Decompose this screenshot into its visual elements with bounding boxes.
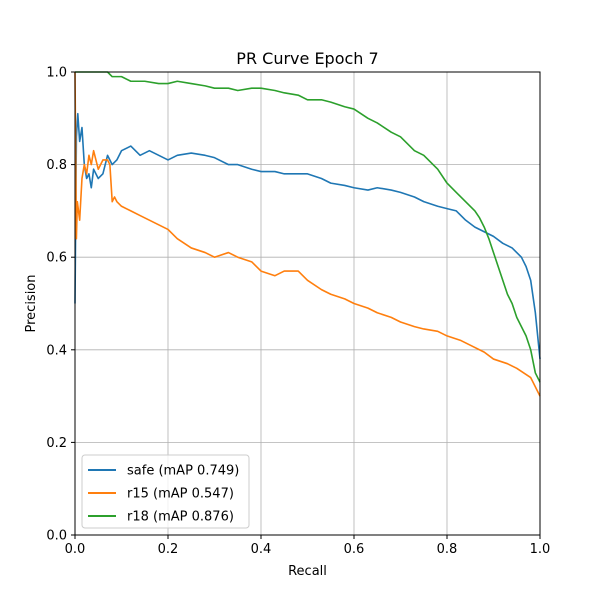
axes-frame xyxy=(74,71,541,536)
x-tick-label: 0.4 xyxy=(251,542,272,557)
y-tick-label: 0.4 xyxy=(46,343,67,358)
series-line-0 xyxy=(74,112,541,360)
chart-title: PR Curve Epoch 7 xyxy=(236,49,378,68)
x-tick-label: 1.0 xyxy=(530,542,551,557)
x-tick-label: 0.6 xyxy=(344,542,365,557)
y-tick-label: 0.2 xyxy=(46,436,67,451)
x-axis-label: Recall xyxy=(288,564,327,579)
y-tick-label: 0.6 xyxy=(46,251,67,266)
x-tick-label: 0.8 xyxy=(437,542,458,557)
legend: safe (mAP 0.749) r15 (mAP 0.547) r18 (mAP … xyxy=(81,454,250,529)
legend-label-1: r15 (mAP 0.547) xyxy=(127,487,234,502)
series-lines xyxy=(74,71,541,397)
series-line-2 xyxy=(75,71,541,383)
y-tick-label: 0.8 xyxy=(46,158,67,173)
axis-ticks: 0.0 0.2 0.4 0.6 0.8 1.0 0.0 0.2 0.4 0.6 0.8 1.0 xyxy=(46,66,550,558)
legend-label-0: safe (mAP 0.749) xyxy=(127,464,239,479)
y-tick-label: 1.0 xyxy=(46,66,67,81)
y-axis-label: Precision xyxy=(24,274,39,332)
x-tick-label: 0.2 xyxy=(158,542,179,557)
series-line-1 xyxy=(74,71,541,397)
legend-box xyxy=(81,454,250,529)
y-tick-label: 0.0 xyxy=(46,529,67,544)
legend-label-2: r18 (mAP 0.876) xyxy=(127,510,234,525)
x-tick-label: 0.0 xyxy=(65,542,86,557)
